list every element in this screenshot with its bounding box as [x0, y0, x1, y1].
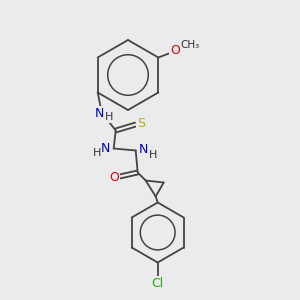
Text: N: N [139, 143, 148, 156]
Text: N: N [101, 142, 110, 155]
Text: H: H [92, 148, 101, 158]
Text: N: N [95, 107, 104, 120]
Text: S: S [137, 117, 145, 130]
Text: H: H [148, 149, 157, 160]
Text: O: O [109, 171, 118, 184]
Text: CH₃: CH₃ [181, 40, 200, 50]
Text: Cl: Cl [152, 277, 164, 290]
Text: H: H [104, 112, 113, 122]
Text: O: O [170, 44, 180, 57]
